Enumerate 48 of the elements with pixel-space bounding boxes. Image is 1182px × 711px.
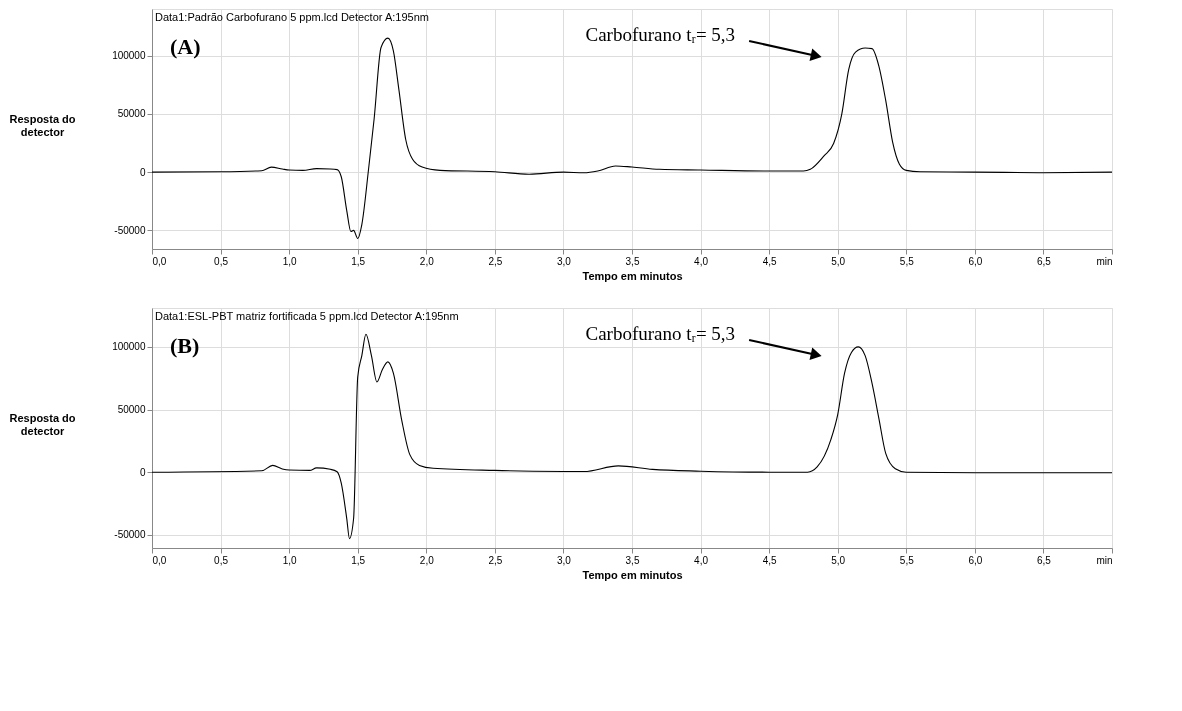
x-tick-label: 2,0 — [419, 255, 435, 267]
y-tick-label: 50000 — [117, 404, 146, 416]
y-tick-label: -50000 — [114, 529, 146, 541]
x-tick-label: 3,5 — [625, 255, 640, 267]
x-tick-label: min — [1096, 554, 1113, 566]
x-tick-label: min — [1096, 255, 1113, 267]
x-tick-label: 2,0 — [419, 554, 435, 566]
annotation: Carbofurano tᵣ= 5,3 — [585, 24, 736, 45]
x-tick-label: 3,0 — [556, 554, 572, 566]
y-axis-title: Resposta do detector — [9, 411, 76, 437]
x-tick-label: 1,5 — [351, 554, 366, 566]
annotation: (B) — [170, 333, 200, 358]
x-tick-label: 5,0 — [831, 554, 846, 566]
y-tick-label: 100000 — [112, 50, 146, 62]
x-tick-label: 0,5 — [214, 255, 229, 267]
y-tick-label: 100000 — [112, 341, 146, 353]
x-axis-title: Tempo em minutos — [582, 568, 683, 581]
y-tick-label: 50000 — [117, 108, 146, 120]
x-tick-label: 4,0 — [694, 255, 709, 267]
x-tick-label: 4,5 — [762, 554, 778, 566]
chart-title: Data1:ESL-PBT matriz fortificada 5 ppm.lcd Detector A:195nm — [155, 310, 459, 322]
chart-title: Data1:Padrão Carbofurano 5 ppm.lcd Detector A:195nm — [155, 11, 429, 23]
x-tick-label: 5,5 — [899, 554, 915, 566]
x-tick-label: 5,0 — [831, 255, 846, 267]
x-tick-label: 3,5 — [625, 554, 640, 566]
x-tick-label: 5,5 — [899, 255, 915, 267]
x-tick-label: 4,0 — [694, 554, 709, 566]
x-tick-label: 1,0 — [282, 554, 298, 566]
x-tick-label: 2,5 — [488, 554, 503, 566]
x-tick-label: 3,0 — [556, 255, 572, 267]
x-tick-label: 0,0 — [152, 554, 167, 566]
y-axis-title: Resposta do detector — [9, 112, 76, 138]
y-tick-label: 0 — [139, 166, 146, 178]
x-tick-label: 6,5 — [1036, 255, 1052, 267]
x-tick-label: 6,0 — [968, 554, 983, 566]
x-tick-label: 6,5 — [1036, 554, 1052, 566]
y-tick-label: 0 — [139, 466, 146, 478]
x-axis-title: Tempo em minutos — [582, 269, 683, 282]
x-tick-label: 6,0 — [968, 255, 983, 267]
y-tick-label: -50000 — [114, 224, 146, 236]
x-tick-label: 1,5 — [351, 255, 366, 267]
annotation: Carbofurano tᵣ= 5,3 — [585, 323, 736, 344]
x-tick-label: 0,0 — [152, 255, 167, 267]
x-tick-label: 2,5 — [488, 255, 503, 267]
annotation: (A) — [170, 34, 201, 59]
x-tick-label: 4,5 — [762, 255, 778, 267]
x-tick-label: 0,5 — [214, 554, 229, 566]
x-tick-label: 1,0 — [282, 255, 298, 267]
